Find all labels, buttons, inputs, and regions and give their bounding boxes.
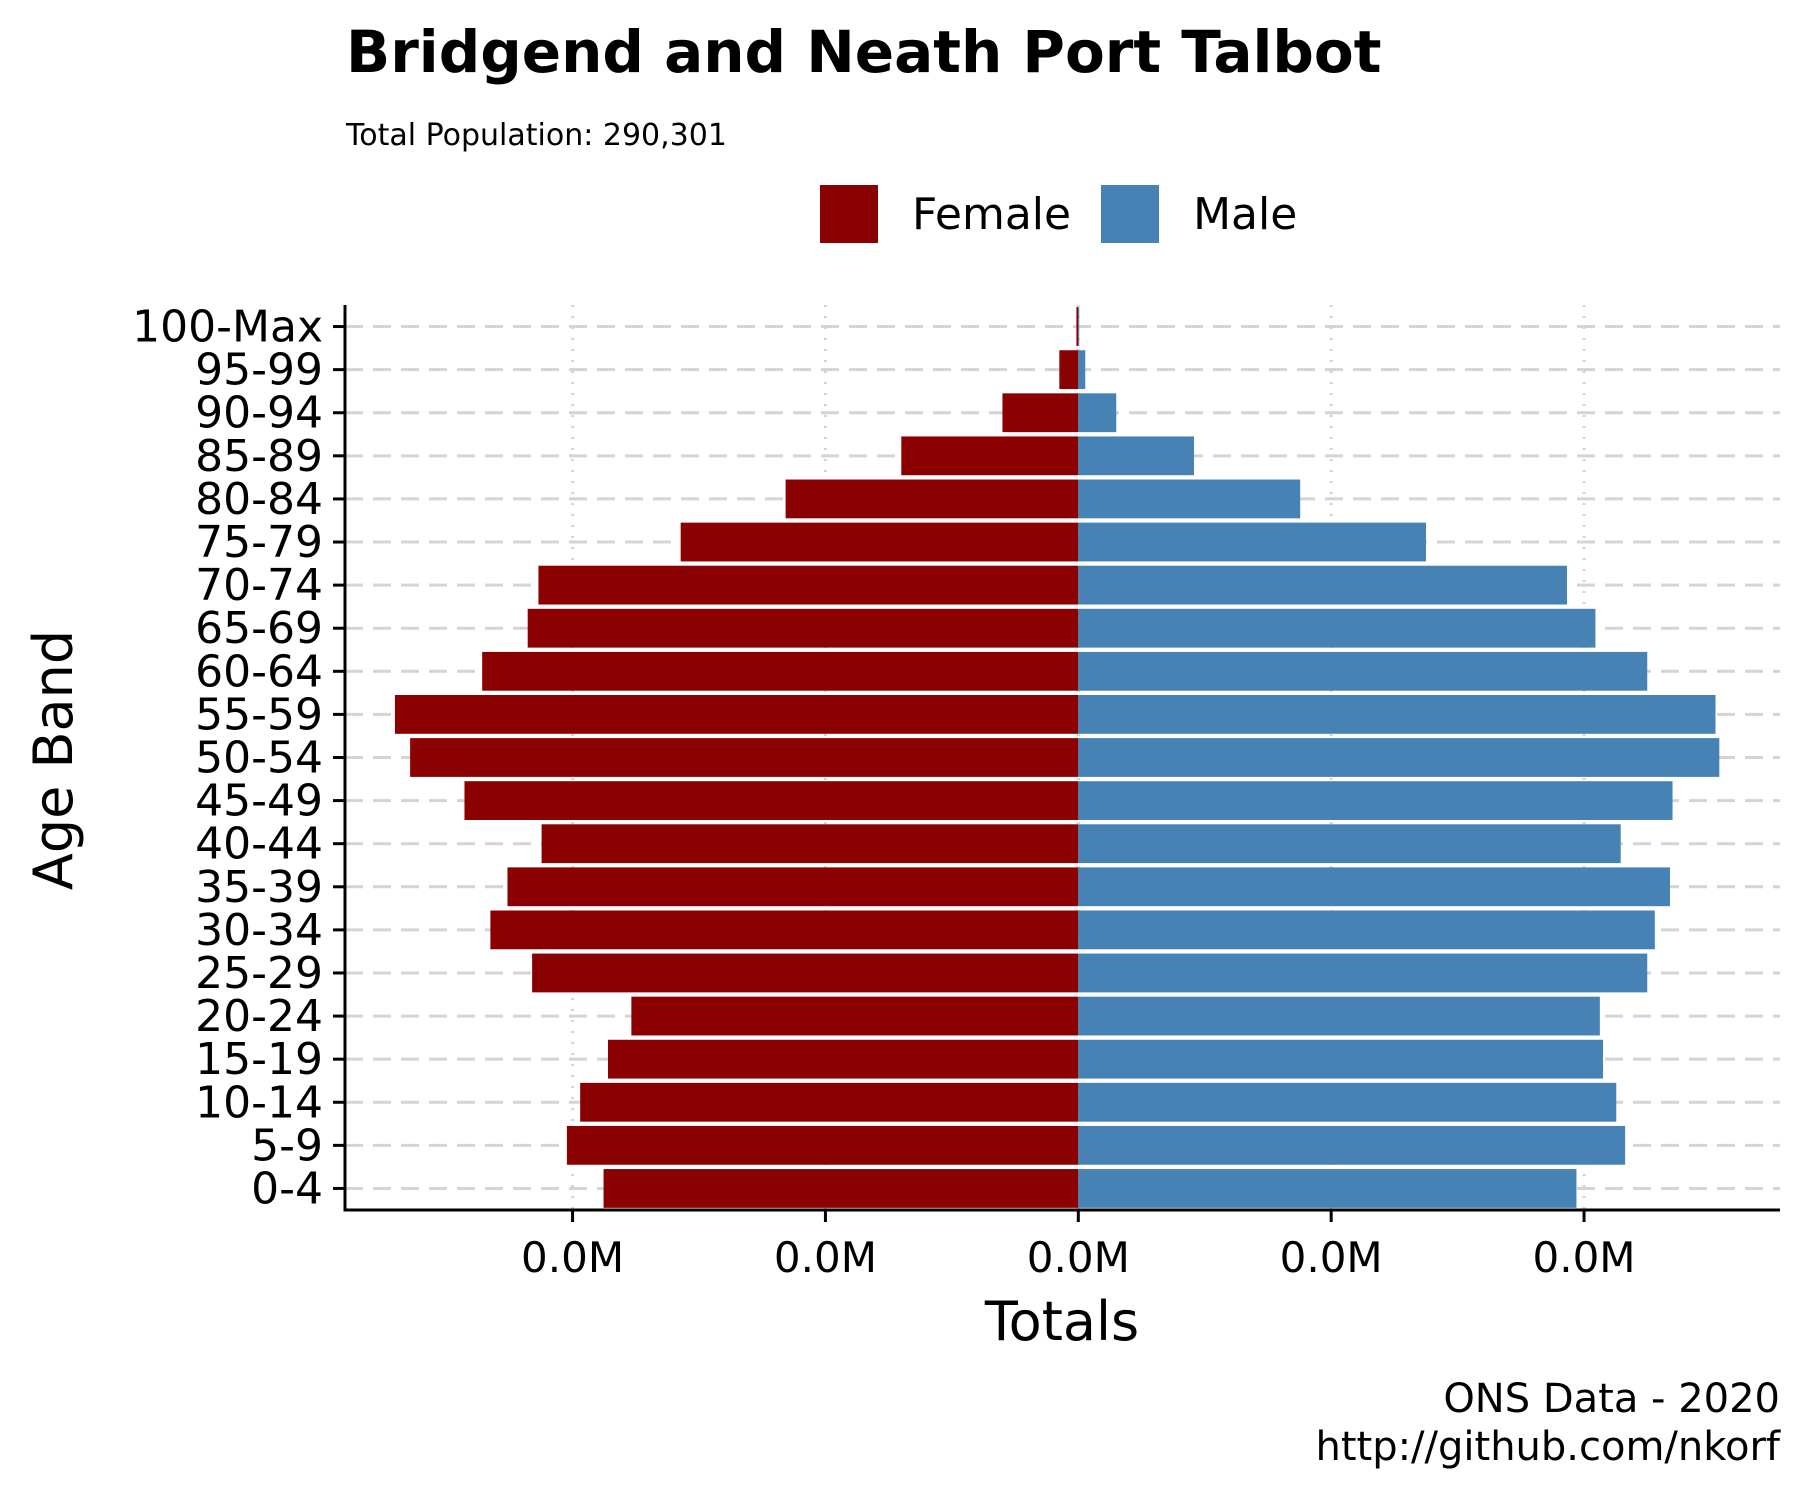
bar-female-10-14 <box>580 1082 1079 1122</box>
y-tick-label: 0-4 <box>251 1163 323 1214</box>
bar-male-90-94 <box>1078 393 1117 433</box>
bar-male-95-99 <box>1078 350 1086 390</box>
bar-male-85-89 <box>1078 436 1194 476</box>
bar-female-45-49 <box>464 781 1079 820</box>
bar-male-40-44 <box>1078 824 1621 864</box>
caption: ONS Data - 2020 http://github.com/nkorf <box>1315 1375 1780 1471</box>
axis-layer: 0-45-910-1415-1920-2425-2930-3435-3940-4… <box>132 302 1780 1282</box>
bar-female-35-39 <box>507 867 1079 907</box>
bar-female-100-Max <box>1076 307 1079 346</box>
y-tick-label: 40-44 <box>195 819 323 870</box>
y-tick-label: 60-64 <box>195 646 323 697</box>
bar-male-25-29 <box>1078 953 1648 993</box>
y-axis-title: Age Band <box>22 630 85 890</box>
y-tick-label: 90-94 <box>195 388 323 439</box>
legend: Female Male <box>820 184 1327 244</box>
y-tick-label: 25-29 <box>195 948 323 999</box>
caption-url: http://github.com/nkorf <box>1315 1424 1780 1470</box>
x-tick-label: 0.0M <box>1027 1233 1130 1282</box>
bar-male-15-19 <box>1078 1039 1603 1079</box>
bar-female-20-24 <box>631 996 1079 1036</box>
chart-title: Bridgend and Neath Port Talbot <box>346 18 1382 86</box>
bar-male-75-79 <box>1078 522 1426 562</box>
bar-female-0-4 <box>603 1169 1079 1208</box>
y-tick-label: 85-89 <box>195 431 323 482</box>
bar-male-80-84 <box>1078 479 1301 519</box>
chart-subtitle: Total Population: 290,301 <box>346 118 727 153</box>
bar-male-70-74 <box>1078 565 1567 605</box>
bar-male-60-64 <box>1078 651 1648 691</box>
bar-female-80-84 <box>785 479 1079 519</box>
y-tick-label: 65-69 <box>195 603 323 654</box>
legend-item-male: Male <box>1101 185 1297 243</box>
bar-female-40-44 <box>541 824 1079 864</box>
bar-male-65-69 <box>1078 608 1596 648</box>
bar-male-10-14 <box>1078 1082 1617 1122</box>
legend-label-male: Male <box>1193 188 1298 240</box>
y-tick-label: 45-49 <box>195 776 323 827</box>
bar-female-65-69 <box>527 608 1079 648</box>
bar-female-50-54 <box>410 738 1079 777</box>
y-tick-label: 15-19 <box>195 1034 323 1085</box>
legend-swatch-female <box>820 185 878 243</box>
y-tick-label: 100-Max <box>132 302 323 353</box>
y-tick-label: 35-39 <box>195 862 323 913</box>
y-tick-label: 20-24 <box>195 991 323 1042</box>
caption-source: ONS Data - 2020 <box>1443 1376 1780 1422</box>
bar-female-25-29 <box>532 953 1079 993</box>
y-tick-label: 30-34 <box>195 905 323 956</box>
y-tick-label: 50-54 <box>195 733 323 784</box>
y-tick-label: 80-84 <box>195 474 323 525</box>
bar-female-15-19 <box>607 1039 1079 1079</box>
legend-label-female: Female <box>912 188 1072 240</box>
y-tick-label: 10-14 <box>195 1077 323 1128</box>
bar-female-70-74 <box>538 565 1079 605</box>
x-tick-label: 0.0M <box>774 1233 877 1282</box>
bar-male-20-24 <box>1078 996 1600 1036</box>
bar-female-90-94 <box>1002 393 1079 433</box>
bar-male-100-Max <box>1078 307 1080 346</box>
bar-female-60-64 <box>482 651 1079 691</box>
bar-male-35-39 <box>1078 867 1671 907</box>
bar-female-55-59 <box>394 695 1079 734</box>
bar-male-45-49 <box>1078 781 1673 820</box>
x-axis-title: Totals <box>984 1290 1139 1353</box>
y-tick-label: 70-74 <box>195 560 323 611</box>
bar-female-5-9 <box>566 1125 1079 1165</box>
bar-male-30-34 <box>1078 910 1655 950</box>
x-tick-label: 0.0M <box>1280 1233 1383 1282</box>
bar-female-30-34 <box>490 910 1079 950</box>
bar-female-85-89 <box>901 436 1079 476</box>
legend-swatch-male <box>1101 185 1160 243</box>
bar-female-95-99 <box>1059 350 1079 390</box>
y-tick-label: 95-99 <box>195 345 323 396</box>
legend-item-female: Female <box>820 185 1071 243</box>
bar-male-0-4 <box>1078 1169 1577 1208</box>
x-tick-label: 0.0M <box>1533 1233 1636 1282</box>
bars-layer <box>394 307 1720 1208</box>
bar-female-75-79 <box>680 522 1079 562</box>
y-tick-label: 5-9 <box>251 1120 323 1171</box>
x-tick-label: 0.0M <box>521 1233 624 1282</box>
bar-male-5-9 <box>1078 1125 1626 1165</box>
y-tick-label: 55-59 <box>195 689 323 740</box>
bar-male-55-59 <box>1078 695 1716 734</box>
y-tick-label: 75-79 <box>195 517 323 568</box>
bar-male-50-54 <box>1078 738 1720 777</box>
